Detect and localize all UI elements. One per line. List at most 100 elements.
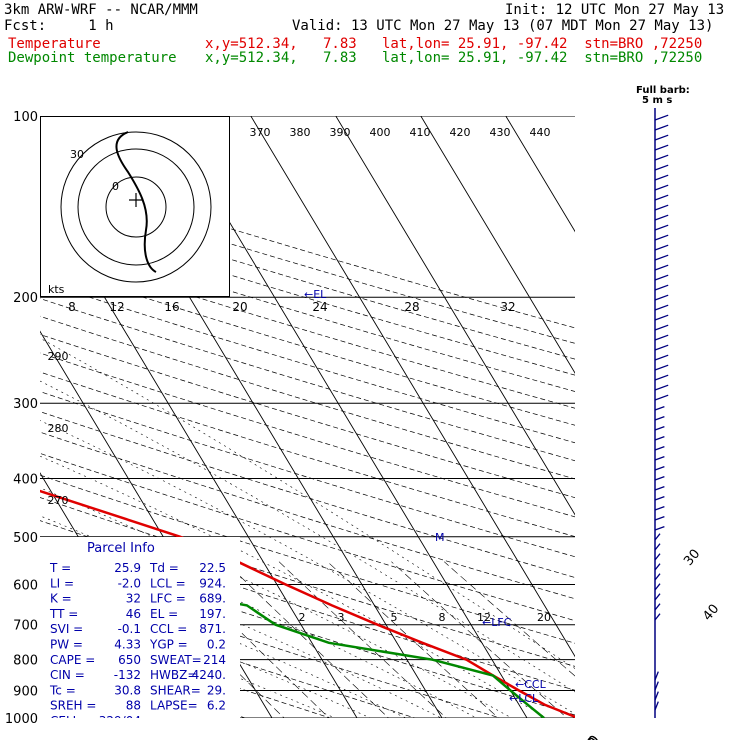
pressure-tick-label: 800: [13, 654, 38, 669]
parcel-info-title: Parcel Info: [87, 541, 155, 556]
parcel-info-value: 329/04: [99, 714, 141, 728]
dry-adiabat-line: [40, 431, 575, 600]
hodograph-speed-label: 20: [232, 300, 247, 314]
mixing-ratio-line: [444, 561, 575, 677]
isotherm-line: [335, 116, 575, 516]
isotherm-line: [420, 116, 575, 374]
parcel-info-key: CIN =: [50, 668, 85, 682]
wind-barb: [654, 394, 669, 401]
wind-barb: [654, 671, 659, 681]
wind-barb: [654, 124, 669, 131]
wind-barb: [654, 244, 669, 251]
parcel-info-key: CELL =: [50, 714, 93, 728]
theta-label: 410: [410, 126, 431, 139]
wind-barb: [654, 485, 665, 491]
parcel-info-value: -0.1: [118, 622, 141, 636]
hodograph-box: [40, 116, 230, 297]
pressure-tick-label: 300: [13, 397, 38, 412]
dry-adiabat-line: [40, 298, 575, 462]
wind-barb: [654, 264, 669, 271]
dry-adiabat-line: [40, 315, 575, 480]
wind-barb: [654, 495, 665, 501]
wind-barb: [654, 415, 665, 421]
moist-adiabat-line: [40, 540, 442, 718]
parcel-info-key: EL =: [150, 607, 178, 621]
theta-label: 370: [250, 126, 271, 139]
hodograph-speed-label: 12: [109, 300, 124, 314]
hodograph-speed-label: 16: [164, 300, 179, 314]
wind-barb: [654, 505, 665, 511]
temperature-legend: Temperature: [8, 36, 101, 52]
parcel-info-key: SVI =: [50, 622, 83, 636]
wind-barb: [654, 455, 665, 461]
wind-barb: [654, 573, 661, 581]
parcel-info-key: SREH =: [50, 699, 96, 713]
parcel-info-key: Tc =: [49, 683, 76, 697]
wind-barb: [654, 563, 661, 571]
temperature-tick-label: 30: [681, 547, 703, 569]
hodograph-speed-label: 32: [500, 300, 515, 314]
mixing-ratio-label: 2: [299, 611, 306, 624]
theta-label: 400: [370, 126, 391, 139]
wind-barb: [654, 465, 665, 471]
wind-barb: [654, 425, 665, 431]
parcel-info-value: 88: [126, 699, 141, 713]
dry-adiabat-line: [40, 352, 575, 518]
dry-adiabat-line: [40, 247, 575, 409]
theta-label: 270: [48, 494, 69, 507]
moist-adiabat-line: [40, 487, 513, 718]
dry-adiabat-line: [40, 594, 417, 718]
wind-barb: [654, 435, 665, 441]
wind-barb: [654, 384, 669, 391]
mixing-ratio-line: [327, 561, 499, 718]
parcel-info-value: 0.2: [207, 638, 226, 652]
wind-barb: [654, 214, 669, 221]
parcel-info-value: 6.2: [207, 699, 226, 713]
wind-barb: [654, 284, 669, 291]
mixing-ratio-line: [391, 561, 568, 718]
wind-barb: [654, 681, 659, 691]
parcel-info-value: 29.: [207, 683, 226, 697]
theta-label: 420: [450, 126, 471, 139]
wind-barb: [654, 445, 665, 451]
wind-barb: [654, 525, 665, 531]
parcel-info-value: 871.: [199, 622, 226, 636]
wind-barb: [654, 603, 661, 611]
wind-barb: [654, 354, 669, 361]
wind-barb: [654, 324, 669, 331]
moist-adiabat-line: [40, 380, 575, 693]
dry-adiabat-line: [40, 231, 575, 392]
parcel-marker-label: M: [435, 531, 445, 544]
wind-barb: [654, 475, 665, 481]
dry-adiabat-line: [40, 452, 575, 622]
parcel-info-key: LAPSE=: [150, 699, 198, 713]
wind-barb: [654, 583, 661, 591]
parcel-info-value: 46: [126, 607, 141, 621]
parcel-info-value: 4.33: [114, 638, 141, 652]
theta-label: 390: [330, 126, 351, 139]
moist-adiabat-line: [40, 455, 548, 718]
temperature-tick-label: -30: [578, 733, 603, 740]
temperature-tick-label: 10: [579, 735, 601, 740]
wind-barb: [654, 691, 659, 701]
full-barb-label: Full barb:: [636, 85, 690, 96]
parcel-info-value: 4240.: [192, 668, 226, 682]
pressure-tick-label: 200: [13, 291, 38, 306]
ccl-marker-label: ←CCL: [515, 678, 547, 691]
parcel-info-key: K =: [50, 592, 72, 606]
wind-barb: [654, 533, 661, 541]
dry-adiabat-line: [40, 334, 575, 499]
full-barb-value: 5 m s: [642, 95, 672, 106]
parcel-info-value: 197.: [199, 607, 226, 621]
wind-barb: [654, 304, 669, 311]
wind-barb: [654, 134, 669, 141]
mixing-ratio-label: 3: [338, 611, 345, 624]
dewpoint-profile-line: [40, 570, 545, 718]
el-marker-label: ←EL: [304, 288, 327, 301]
parcel-info-value: 924.: [199, 576, 226, 590]
dewpoint-legend: Dewpoint temperature: [8, 50, 177, 66]
wind-barb: [654, 154, 669, 161]
mixing-ratio-line: [169, 561, 330, 718]
parcel-info-key: T =: [49, 561, 71, 575]
parcel-info-key: CCL =: [150, 622, 187, 636]
